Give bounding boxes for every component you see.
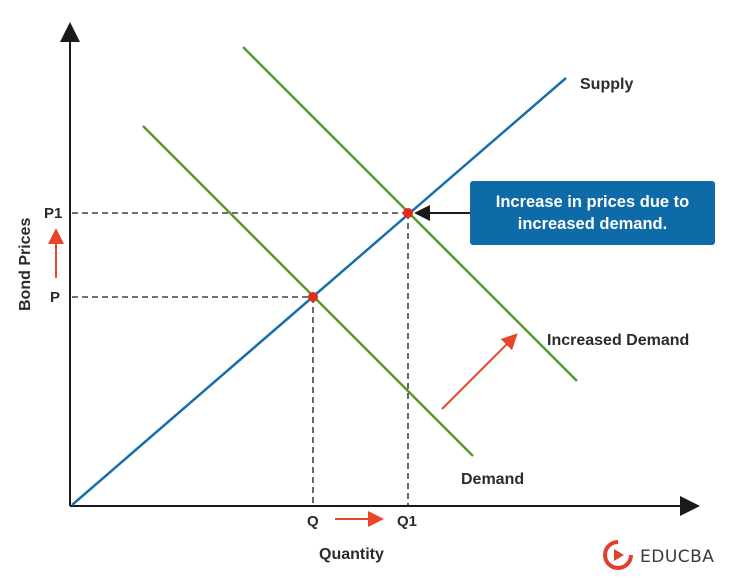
price-increase-callout: Increase in prices due to increased dema… <box>470 181 715 245</box>
equilibrium-point-new <box>403 208 413 218</box>
educba-brand: EDUCBA <box>602 539 715 576</box>
callout-line-1: Increase in prices due to <box>495 193 690 211</box>
educba-logo-icon <box>602 539 634 576</box>
p-label: P <box>50 289 60 306</box>
supply-curve <box>71 77 567 506</box>
y-axis-label: Bond Prices <box>17 218 34 311</box>
x-axis-label: Quantity <box>319 546 384 563</box>
q1-label: Q1 <box>397 513 417 530</box>
callout-line-2: increased demand. <box>517 215 668 233</box>
demand-label: Demand <box>461 471 524 488</box>
demand-curve <box>142 125 474 457</box>
p1-label: P1 <box>44 205 62 222</box>
equilibrium-point-initial <box>308 292 318 302</box>
increased-demand-label: Increased Demand <box>547 332 689 349</box>
q-label: Q <box>307 513 319 530</box>
brand-name: EDUCBA <box>640 547 715 567</box>
supply-label: Supply <box>580 76 633 93</box>
demand-shift-arrow <box>441 333 518 410</box>
